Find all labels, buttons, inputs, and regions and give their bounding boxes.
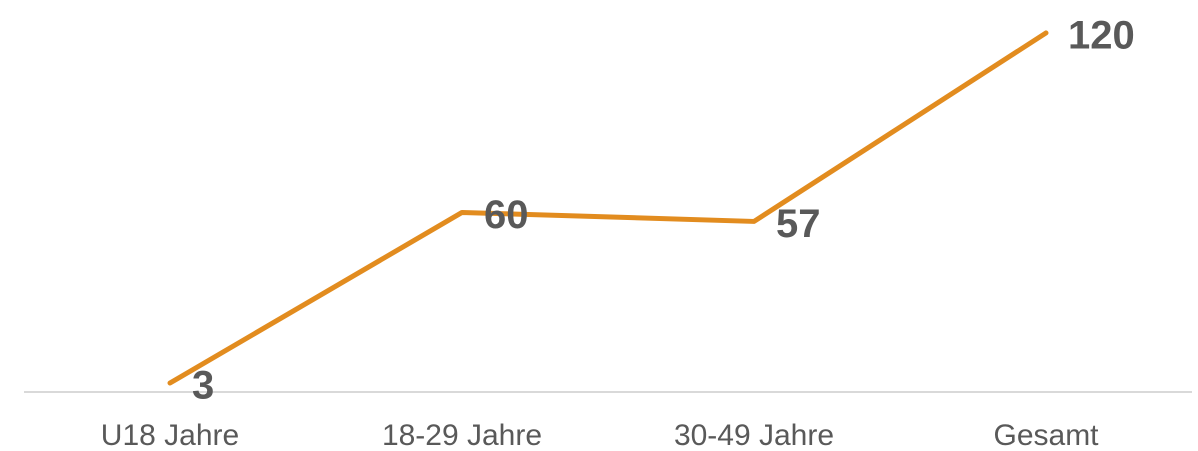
x-tick-label: Gesamt: [993, 419, 1099, 451]
data-label: 57: [776, 202, 821, 246]
x-tick-label: U18 Jahre: [101, 419, 239, 451]
data-line: [167, 30, 1049, 386]
data-label: 3: [192, 364, 214, 408]
x-tick-label: 18-29 Jahre: [382, 419, 542, 451]
data-label: 60: [484, 193, 529, 237]
x-tick-label: 30-49 Jahre: [674, 419, 834, 451]
data-label: 120: [1068, 13, 1135, 57]
